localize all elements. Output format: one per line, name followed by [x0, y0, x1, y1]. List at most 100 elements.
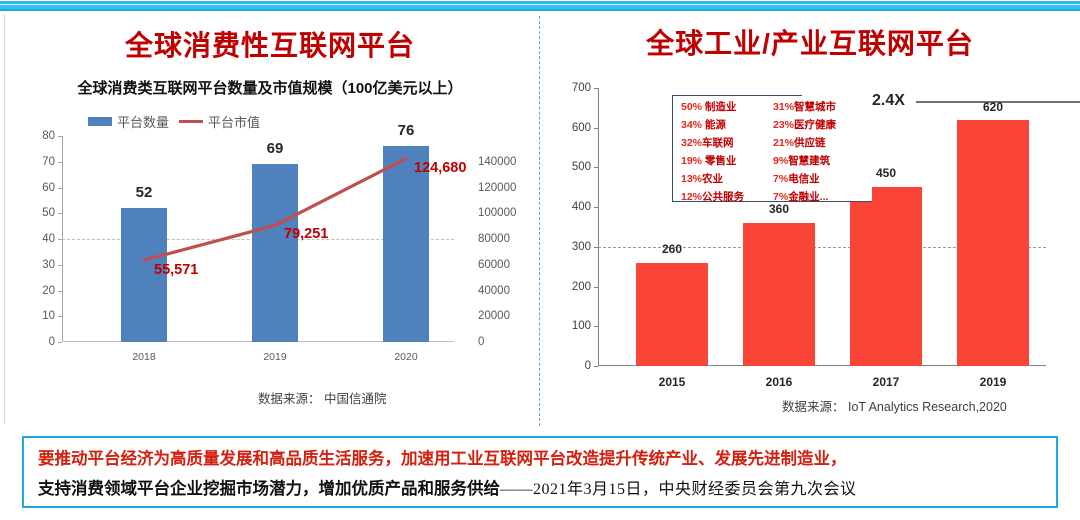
y2-tick-label: 80000: [478, 233, 510, 245]
y-tick-label: 0: [584, 360, 591, 372]
right-source-note: 数据来源： IoT Analytics Research,2020: [782, 400, 1007, 414]
sector-item: 50% 制造业: [681, 99, 773, 116]
y-tick: [594, 167, 598, 169]
y-tick-label: 40: [42, 233, 55, 245]
strip-line-2: [0, 5, 1080, 9]
bar-label-2019: 69: [266, 140, 284, 157]
y-tick: [58, 187, 62, 189]
sector-pct: 12%: [681, 191, 703, 203]
sector-name: 农业: [702, 173, 724, 185]
y-tick: [594, 127, 598, 129]
sector-name: 智慧城市: [794, 101, 837, 113]
legend-item-line: 平台市值: [179, 112, 260, 131]
y-tick-label: 700: [571, 82, 591, 94]
y-tick: [594, 286, 598, 288]
gridline-300: [598, 246, 1046, 248]
y-tick: [594, 366, 598, 367]
sector-pct: 32%: [681, 137, 703, 149]
sector-item: 7%电信业: [773, 171, 871, 188]
y2-tick-label: 0: [478, 336, 485, 348]
y2-tick-label: 100000: [478, 207, 517, 220]
consumer-platforms-chart: 平台数量 平台市值 0 10 20 30 40: [18, 112, 518, 382]
sector-item: 19% 零售业: [681, 153, 773, 170]
y-tick: [58, 239, 62, 240]
y-tick-label: 600: [571, 121, 591, 134]
left-source-note: 数据来源： 中国信通院: [258, 392, 387, 406]
market-value-line: [142, 157, 408, 262]
bar-2019[interactable]: [957, 119, 1029, 366]
bar-2015[interactable]: [636, 262, 708, 366]
sector-grid: 50% 制造业 31%智慧城市 34% 能源 23%医疗健康 32%车联网 21…: [681, 99, 873, 206]
bar-label-2016: 360: [768, 202, 790, 216]
industrial-platforms-chart: 0 100 200 300 400 500 600 700 260 20: [548, 78, 1080, 398]
y-tick: [594, 207, 598, 209]
bar-label-2020: 76: [397, 122, 415, 139]
left-panel: 全球消费性互联网平台 全球消费类互联网平台数量及市值规模（100亿美元以上） 平…: [0, 0, 540, 430]
y-tick-label: 400: [571, 201, 591, 214]
right-plot-area: 0 100 200 300 400 500 600 700 260 20: [572, 82, 1080, 389]
sector-item: 23%医疗健康: [773, 117, 871, 134]
sector-pct: 9%: [773, 155, 789, 167]
bottom-quote-banner: 要推动平台经济为高质量发展和高品质生活服务，加速用工业互联网平台改造提升传统产业…: [22, 436, 1058, 508]
line-label-2018: 55,571: [154, 262, 199, 278]
sector-item: 31%智慧城市: [773, 99, 871, 116]
y-tick-label: 70: [42, 155, 55, 168]
y-tick-label: 80: [42, 130, 55, 142]
bar-2020[interactable]: [383, 146, 429, 342]
y-tick-label: 200: [571, 280, 591, 293]
y-tick-label: 30: [42, 258, 55, 271]
bar-label-2017: 450: [875, 166, 897, 180]
sector-pct: 7%: [773, 191, 789, 203]
sector-pct: 31%: [773, 101, 795, 113]
sector-name: 公共服务: [702, 191, 745, 203]
legend-bar-label: 平台数量: [117, 115, 170, 130]
right-x-axis: [598, 365, 1046, 366]
sector-item: 32%车联网: [681, 135, 773, 152]
sector-pct: 50%: [681, 101, 703, 113]
sector-name: 智慧建筑: [788, 155, 831, 167]
y-tick-label: 20: [42, 284, 55, 297]
y-tick: [58, 161, 62, 163]
y-tick: [58, 264, 62, 266]
right-chart-title: 全球工业/产业互联网平台: [646, 28, 974, 59]
y-tick: [58, 213, 62, 215]
y-tick: [594, 326, 598, 328]
bar-2017[interactable]: [850, 187, 922, 366]
panel-divider: [539, 16, 540, 426]
x-tick-label-2016: 2016: [765, 375, 793, 389]
left-chart-subtitle: 全球消费类互联网平台数量及市值规模（100亿美元以上）: [77, 80, 463, 97]
bar-2019[interactable]: [252, 164, 298, 342]
y2-tick-label: 60000: [478, 258, 510, 271]
sector-name: 供应链: [794, 137, 826, 149]
right-y-axis: [598, 88, 599, 366]
sector-percent-callout: 50% 制造业 31%智慧城市 34% 能源 23%医疗健康 32%车联网 21…: [671, 94, 872, 203]
sector-name: 电信业: [788, 173, 820, 185]
sector-name: 能源: [702, 119, 726, 131]
legend-bar-swatch-icon: [88, 117, 112, 126]
bar-2016[interactable]: [743, 223, 815, 366]
sector-pct: 21%: [773, 137, 795, 149]
bar-label-2018: 52: [135, 184, 153, 201]
bar-2018[interactable]: [121, 208, 167, 342]
y-tick: [58, 136, 62, 137]
y-tick-label: 100: [571, 320, 591, 333]
sector-item: 34% 能源: [681, 117, 773, 134]
sector-pct: 13%: [681, 173, 703, 185]
y-tick-label: 300: [571, 240, 591, 253]
bar-label-2019: 620: [982, 100, 1004, 114]
sector-pct: 34%: [681, 119, 703, 131]
y2-tick-label: 140000: [478, 155, 517, 168]
x-tick-label-2018: 2018: [132, 351, 156, 363]
y-tick: [58, 316, 62, 318]
y-tick: [594, 88, 598, 89]
sector-name: 车联网: [702, 137, 734, 149]
legend-item-bar: 平台数量: [88, 112, 169, 131]
sector-name: 零售业: [702, 155, 737, 167]
y-tick-label: 50: [42, 207, 55, 220]
y-tick-label: 500: [571, 161, 591, 174]
line-label-2019: 79,251: [284, 226, 329, 242]
sector-pct: 19%: [681, 155, 703, 167]
x-tick-label-2017: 2017: [872, 375, 900, 389]
left-chart-title: 全球消费性互联网平台: [124, 30, 415, 61]
banner-line-1: 要推动平台经济为高质量发展和高品质生活服务，加速用工业互联网平台改造提升传统产业…: [38, 450, 847, 468]
